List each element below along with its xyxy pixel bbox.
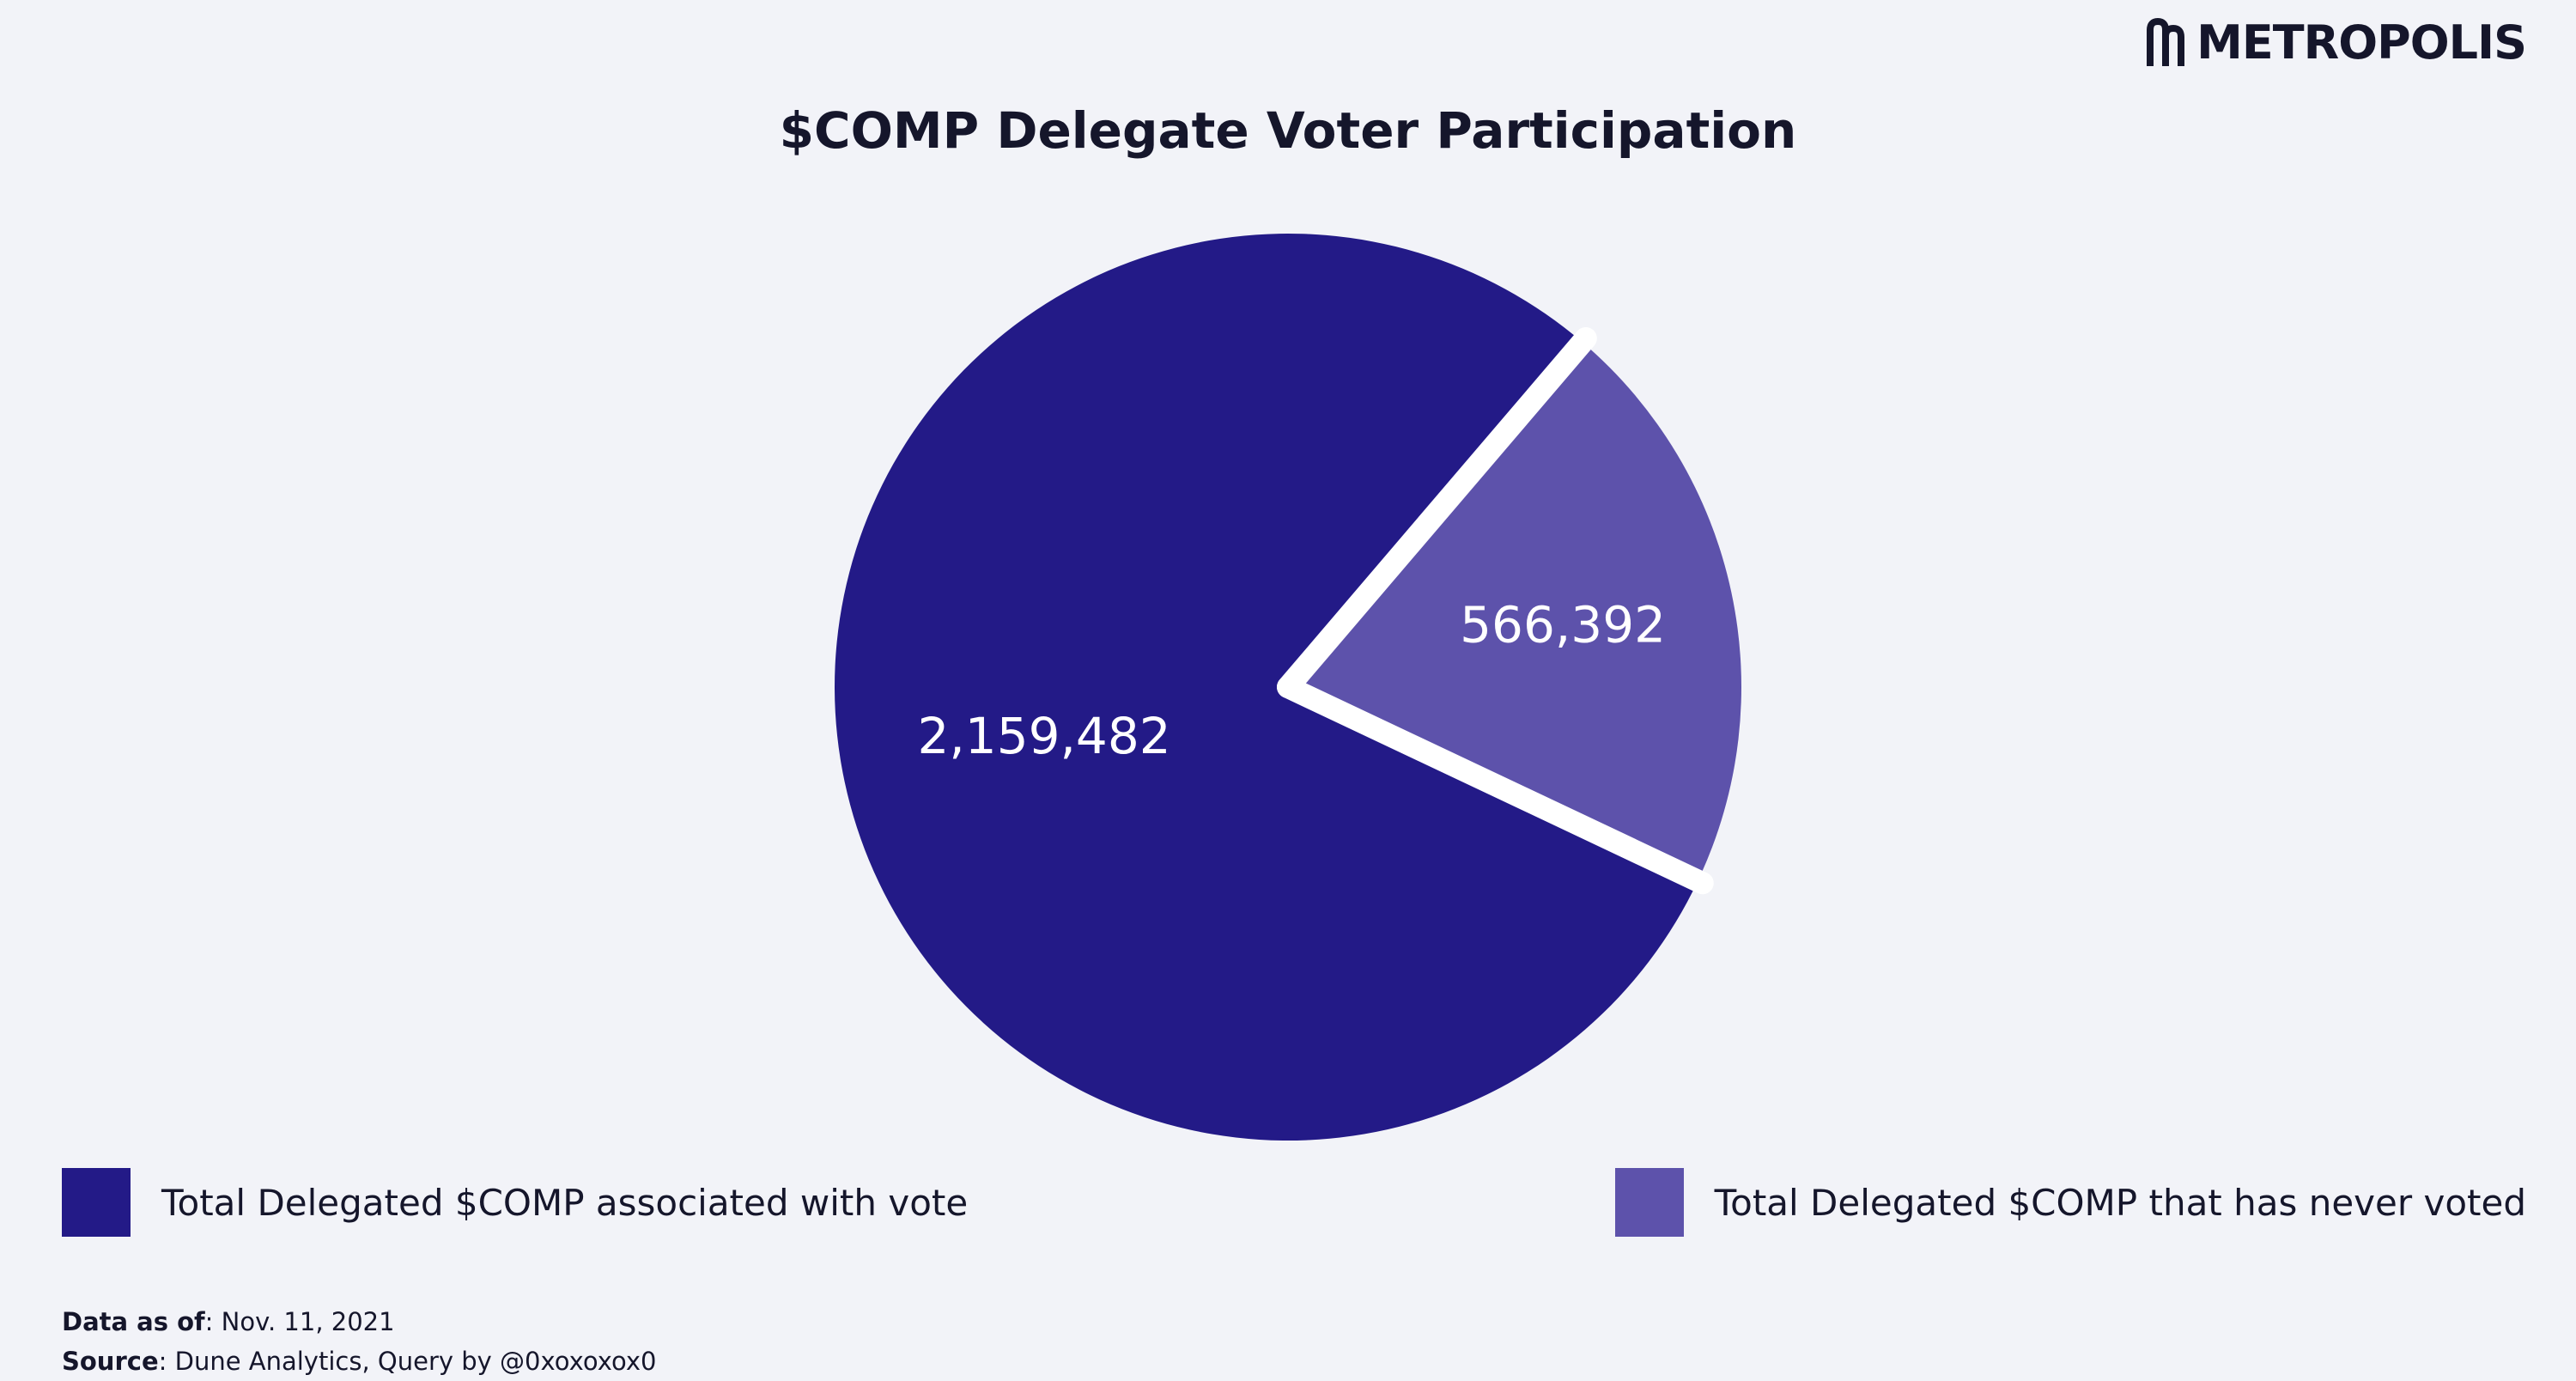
footer-data-label: Data as of <box>62 1307 205 1336</box>
pie-separator-1 <box>1277 326 1597 698</box>
legend-label-never-voted: Total Delegated $COMP that has never vot… <box>1714 1181 2526 1224</box>
footer-source-label: Source <box>62 1347 159 1376</box>
legend-swatch-voted <box>62 1168 131 1237</box>
brand-name: METROPOLIS <box>2196 15 2527 70</box>
legend-item-voted: Total Delegated $COMP associated with vo… <box>62 1168 968 1237</box>
pie-slice-voted <box>835 234 1698 1141</box>
footer-data-date: Data as of: Nov. 11, 2021 <box>62 1307 395 1336</box>
pie-slice-never-voted <box>1288 342 1741 881</box>
footer-source-value: : Dune Analytics, Query by @0xoxoxox0 <box>158 1347 657 1376</box>
legend-item-never-voted: Total Delegated $COMP that has never vot… <box>1614 1168 2526 1237</box>
metropolis-arches-icon <box>2147 17 2185 66</box>
brand-logo: METROPOLIS <box>2147 15 2527 70</box>
legend-label-voted: Total Delegated $COMP associated with vo… <box>161 1181 969 1224</box>
pie-label-voted: 2,159,482 <box>917 707 1170 765</box>
pie-separator-2 <box>1277 676 1714 895</box>
legend-swatch-never-voted <box>1614 1168 1684 1237</box>
chart-title: $COMP Delegate Voter Participation <box>779 101 1797 160</box>
pie-label-never-voted: 566,392 <box>1460 595 1666 654</box>
footer-source: Source: Dune Analytics, Query by @0xoxox… <box>62 1347 656 1376</box>
footer-data-value: : Nov. 11, 2021 <box>204 1307 395 1336</box>
